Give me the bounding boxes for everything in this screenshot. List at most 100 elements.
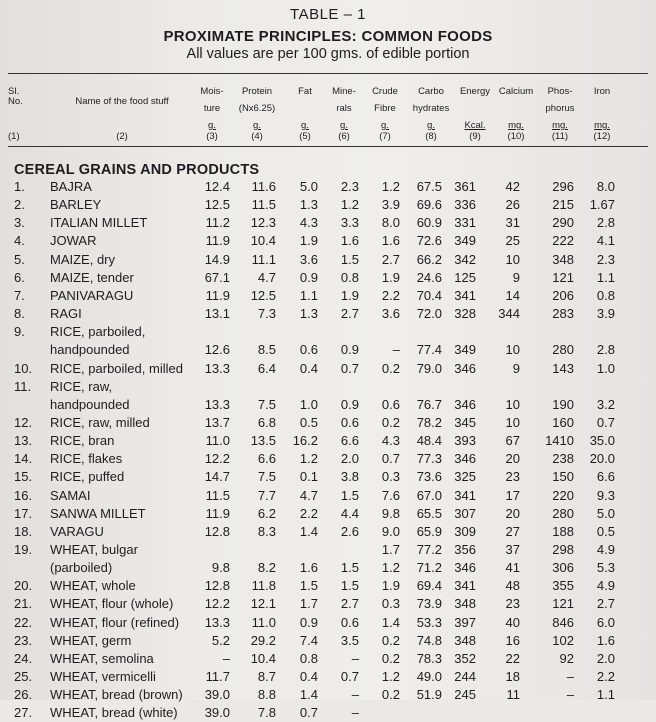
header-fibre-number: (7)	[379, 131, 391, 142]
cell-calcium: 10	[505, 396, 520, 412]
cell-calcium: 37	[505, 542, 520, 557]
row-food-name: WHEAT, bread (brown)	[50, 687, 183, 703]
cell-calcium: 10	[505, 251, 520, 267]
cell-energy: 345	[454, 414, 476, 430]
cell-phosphorus: 121	[552, 269, 574, 285]
cell-iron: 3.9	[596, 306, 615, 322]
cell-energy: 341	[454, 578, 476, 594]
cell-minerals: 0.8	[340, 269, 359, 285]
cell-iron: 0.5	[596, 523, 615, 539]
table-row: 2. BARLEY 12.5 11.5 1.3 1.2 3.9 69.6 336 26 215 1.6…	[0, 196, 656, 214]
row-food-name: MAIZE, dry	[50, 251, 116, 267]
row-serial: 1.	[14, 179, 25, 194]
cell-iron: 8.0	[596, 179, 615, 194]
header-fibre-line2: Fibre	[374, 103, 396, 114]
cell-iron: 5.0	[596, 505, 615, 521]
table-row: (parboiled) 9.8 8.2 1.6 1.5 1.2 71.2 346 41 306 5.…	[0, 559, 656, 577]
row-food-name: WHEAT, semolina	[50, 650, 154, 666]
table-row: 7. PANIVARAGU 11.9 12.5 1.1 1.9 2.2 70.4 341 14 20…	[0, 287, 656, 305]
cell-calcium: 20	[505, 451, 520, 467]
cell-minerals: 0.9	[340, 342, 359, 358]
cell-carbo: 74.8	[416, 632, 442, 648]
cell-minerals: 4.4	[340, 505, 359, 521]
cell-protein: 7.7	[257, 487, 276, 503]
cell-fat: 4.7	[299, 487, 318, 503]
header-calcium-line1: Calcium	[498, 86, 534, 97]
cell-energy: 349	[454, 342, 476, 358]
cell-fibre: 0.2	[381, 687, 400, 703]
header-sl-line2: No.	[8, 96, 23, 107]
cell-fibre: 0.7	[381, 451, 400, 467]
cell-calcium: 67	[505, 433, 520, 449]
header-moisture-line1: Mois-	[200, 86, 224, 97]
table-row: 3. ITALIAN MILLET 11.2 12.3 4.3 3.3 8.0 60.9 331…	[0, 214, 656, 232]
cell-fibre: –	[392, 342, 400, 358]
cell-protein: 12.5	[250, 287, 276, 303]
cell-iron: 4.1	[596, 233, 615, 249]
header-fat-line1: Fat	[298, 86, 312, 97]
cell-fibre: 1.7	[381, 542, 400, 557]
cell-fibre: 0.2	[381, 414, 400, 430]
cell-protein: 11.8	[251, 578, 276, 594]
row-food-name: (parboiled)	[50, 560, 113, 576]
cell-calcium: 11	[506, 687, 521, 703]
header-iron-line1: Iron	[593, 86, 611, 97]
cell-carbo: 70.4	[416, 287, 442, 303]
row-food-name: SAMAI	[50, 487, 91, 503]
header-fibre-line1: Crude	[372, 86, 398, 97]
section-title: CEREAL GRAINS AND PRODUCTS	[14, 162, 260, 178]
cell-fibre: 4.3	[381, 433, 400, 449]
cell-calcium: 10	[505, 342, 520, 358]
cell-phosphorus: 846	[552, 614, 574, 630]
cell-minerals: 2.6	[340, 523, 359, 539]
header-carbo-unit: g.	[427, 120, 435, 131]
header-fat-number: (5)	[299, 131, 311, 142]
cell-energy: 349	[454, 233, 476, 249]
row-food-name: handpounded	[50, 396, 130, 412]
cell-moisture: 13.1	[204, 306, 230, 322]
cell-moisture: 11.9	[205, 287, 230, 303]
table-row: 17. SANWA MILLET 11.9 6.2 2.2 4.4 9.8 65.5 307 20…	[0, 505, 656, 523]
table-label: TABLE – 1	[290, 6, 366, 23]
cell-energy: 309	[454, 523, 476, 539]
cell-carbo: 66.2	[416, 251, 442, 267]
cell-moisture: 12.8	[204, 523, 230, 539]
cell-iron: 20.0	[589, 451, 615, 467]
header-minerals-line1: Mine-	[332, 86, 356, 97]
row-serial: 14.	[14, 451, 33, 467]
cell-fibre: 3.6	[381, 306, 400, 322]
cell-calcium: 9	[512, 269, 520, 285]
cell-iron: 6.6	[596, 469, 615, 485]
cell-fat: 0.9	[299, 269, 318, 285]
cell-fat: 0.5	[299, 414, 318, 430]
cell-phosphorus: 296	[552, 179, 574, 194]
cell-phosphorus: 348	[552, 251, 574, 267]
cell-phosphorus: 188	[552, 523, 574, 539]
row-serial: 20.	[14, 578, 33, 594]
cell-fat: 0.4	[299, 669, 318, 685]
cell-protein: 13.5	[250, 433, 276, 449]
cell-carbo: 65.5	[416, 505, 442, 521]
cell-fibre: 1.6	[381, 233, 400, 249]
cell-energy: 307	[454, 505, 476, 521]
cell-energy: 341	[454, 487, 476, 503]
cell-carbo: 73.9	[416, 596, 442, 612]
table-row: 23. WHEAT, germ 5.2 29.2 7.4 3.5 0.2 74.8 348 16 1…	[0, 632, 656, 650]
cell-fibre: 8.0	[381, 215, 400, 231]
header-fat-unit: g.	[301, 120, 309, 131]
cell-calcium: 27	[505, 523, 520, 539]
header-phosphorus-line1: Phos-	[547, 86, 573, 97]
header-protein-line2: (Nx6.25)	[238, 103, 276, 114]
row-food-name: RICE, bran	[50, 433, 115, 449]
table-row: 8. RAGI 13.1 7.3 1.3 2.7 3.6 72.0 328 344 283 3.9	[0, 305, 656, 323]
cell-minerals: 0.6	[340, 414, 359, 430]
cell-moisture: 12.5	[204, 197, 230, 213]
row-food-name: WHEAT, germ	[50, 632, 132, 648]
cell-moisture: 12.8	[204, 578, 230, 594]
header-bottom-rule	[8, 146, 648, 147]
cell-moisture: 12.4	[204, 179, 230, 194]
cell-fibre: 1.2	[381, 179, 400, 194]
header-moisture-number: (3)	[206, 131, 218, 142]
row-food-name: WHEAT, whole	[50, 578, 136, 594]
cell-fibre: 1.2	[381, 560, 400, 576]
